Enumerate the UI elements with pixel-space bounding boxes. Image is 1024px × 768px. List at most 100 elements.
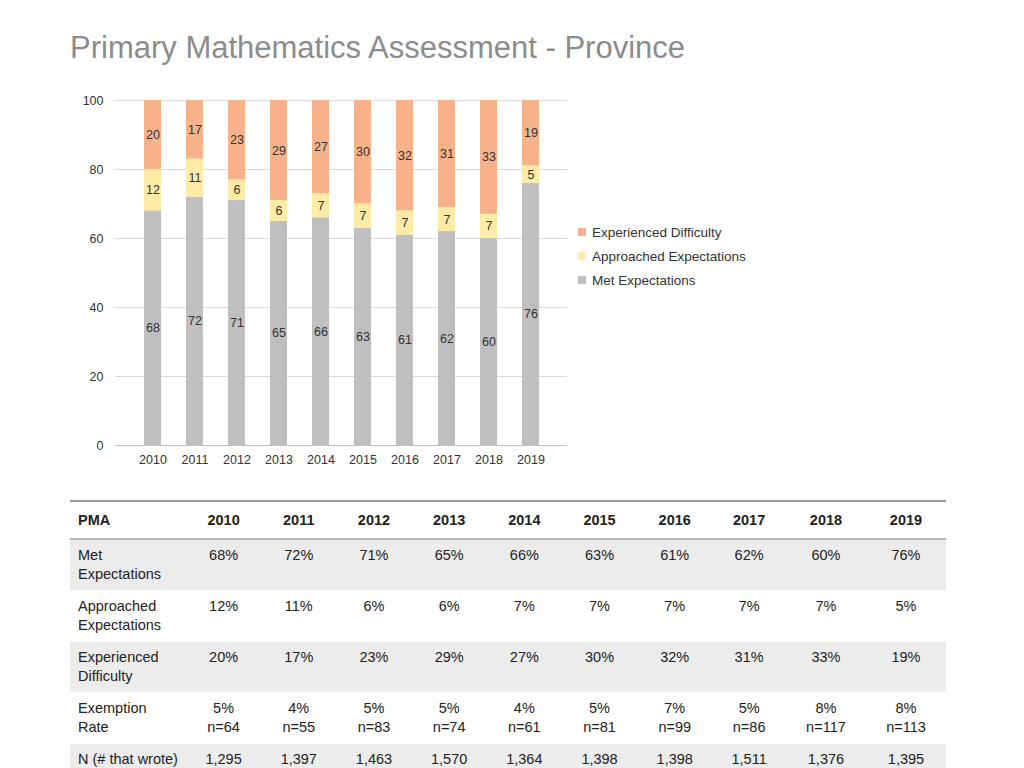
svg-text:2011: 2011 [182,453,209,467]
html-text:Approached Expectations: Approached Expectations [78,598,161,633]
svg-text:72: 72 [188,314,202,328]
html-text:Primary Mathematics Assessment: Primary Mathematics Assessment - Provinc… [70,30,685,65]
svg-text:61: 61 [398,333,412,347]
svg-text:80: 80 [90,163,104,177]
html-text:27%: 27% [509,649,539,665]
svg-text:63: 63 [356,330,370,344]
html-text:2012: 2012 [357,511,391,528]
html-text:7%: 7% [664,598,686,614]
html-text:n=64: n=64 [207,719,240,735]
svg-text:19: 19 [524,126,538,140]
svg-text:2010: 2010 [139,453,167,467]
html-text:4%: 4% [288,700,310,716]
html-text:2011: 2011 [283,511,315,528]
html-text:5%: 5% [213,700,235,716]
html-text:12%: 12% [209,598,239,614]
svg-text:20: 20 [90,370,104,384]
svg-text:27: 27 [314,140,328,154]
html-text:60%: 60% [811,547,841,563]
html-text:2010: 2010 [207,511,240,528]
html-text:5%: 5% [895,598,917,614]
svg-text:7: 7 [486,219,493,233]
html-text:61%: 61% [660,547,690,563]
svg-text:2018: 2018 [475,453,503,467]
html-text:PMA: PMA [78,511,111,528]
html-text:32%: 32% [660,649,690,665]
html-text:n=55: n=55 [282,719,316,735]
svg-text:7: 7 [318,199,325,213]
svg-text:60: 60 [482,335,496,349]
svg-text:65: 65 [272,326,286,340]
svg-text:62: 62 [440,332,454,346]
html-text:2019: 2019 [889,511,923,528]
html-text:7%: 7% [815,598,837,614]
svg-text:29: 29 [272,144,286,158]
svg-text:2012: 2012 [223,453,251,467]
svg-text:20: 20 [146,128,160,142]
html-text:7%: 7% [589,598,610,614]
html-text:11%: 11% [284,598,313,614]
svg-text:2016: 2016 [391,453,419,467]
svg-text:7: 7 [360,209,367,223]
html-text:Experienced Difficulty: Experienced Difficulty [592,224,722,240]
html-text:30%: 30% [585,649,614,665]
svg-text:31: 31 [440,147,454,161]
svg-text:32: 32 [398,149,412,163]
svg-text:5: 5 [528,168,535,182]
svg-text:60: 60 [90,232,104,246]
html-text:72%: 72% [284,547,314,563]
html-text:20%: 20% [209,649,239,665]
svg-text:6: 6 [234,183,241,197]
html-text:71%: 71% [359,547,389,563]
html-text:62%: 62% [734,547,764,563]
html-text:66%: 66% [509,547,539,563]
html-text:29%: 29% [434,649,464,665]
svg-text:12: 12 [146,183,160,197]
svg-text:0: 0 [97,439,104,453]
svg-text:23: 23 [230,133,244,147]
svg-text:17: 17 [188,123,202,137]
svg-text:66: 66 [314,325,328,339]
html-text:6%: 6% [363,598,385,614]
html-text:17%: 17% [284,649,314,665]
html-text:Approached Expectations: Approached Expectations [592,248,746,264]
svg-text:33: 33 [482,150,496,164]
svg-text:2013: 2013 [265,453,293,467]
html-text:7%: 7% [738,598,760,614]
html-text:2016: 2016 [658,511,691,528]
html-text:68%: 68% [209,547,239,563]
svg-text:11: 11 [189,171,202,185]
html-text:Met Expectations: Met Expectations [78,547,161,582]
html-text:2018: 2018 [809,511,843,528]
svg-text:6: 6 [276,204,283,218]
html-text:65%: 65% [434,547,464,563]
html-text:2015: 2015 [583,511,616,528]
svg-text:2014: 2014 [307,453,335,467]
svg-text:40: 40 [90,301,104,315]
html-text:63%: 63% [585,547,614,563]
html-text:2017: 2017 [733,511,766,528]
svg-text:2019: 2019 [517,453,545,467]
html-text:19%: 19% [891,649,921,665]
svg-text:2015: 2015 [349,453,377,467]
html-text:23%: 23% [359,649,389,665]
svg-text:68: 68 [146,321,160,335]
svg-text:76: 76 [524,307,538,321]
html-text:Experienced Difficulty: Experienced Difficulty [78,649,159,684]
svg-text:71: 71 [230,316,244,330]
html-text:Met Expectations: Met Expectations [592,272,696,288]
html-text:2014: 2014 [508,511,541,528]
html-text:7%: 7% [513,598,535,614]
svg-text:2017: 2017 [433,453,461,467]
html-text:2013: 2013 [433,511,466,528]
svg-text:30: 30 [356,145,370,159]
svg-text:7: 7 [444,213,451,227]
html-text:6%: 6% [438,598,460,614]
html-text:Exemption Rate: Exemption Rate [78,700,147,735]
svg-text:7: 7 [402,216,409,230]
html-text:5%: 5% [363,700,385,716]
svg-text:100: 100 [83,94,104,108]
html-text:31%: 31% [734,649,764,665]
html-text:76%: 76% [891,547,921,563]
html-text:33%: 33% [811,649,841,665]
